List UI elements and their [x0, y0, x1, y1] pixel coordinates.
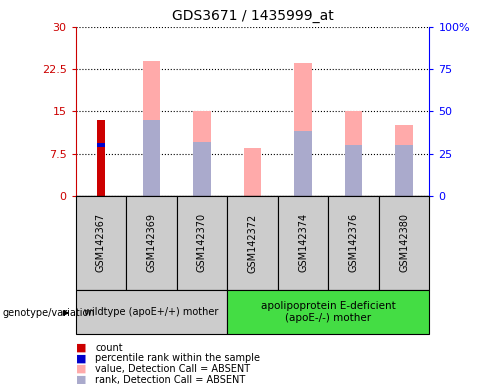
- Bar: [97, 120, 105, 196]
- Text: value, Detection Call = ABSENT: value, Detection Call = ABSENT: [95, 364, 250, 374]
- Text: GSM142367: GSM142367: [96, 214, 106, 272]
- Title: GDS3671 / 1435999_at: GDS3671 / 1435999_at: [172, 9, 333, 23]
- Bar: [395, 145, 413, 196]
- Bar: [345, 111, 363, 196]
- Bar: [227, 196, 278, 290]
- Text: GSM142380: GSM142380: [399, 214, 409, 272]
- Bar: [193, 111, 211, 196]
- Bar: [126, 196, 177, 290]
- Text: ■: ■: [76, 343, 86, 353]
- Bar: [177, 196, 227, 290]
- Text: genotype/variation: genotype/variation: [2, 308, 95, 318]
- Text: rank, Detection Call = ABSENT: rank, Detection Call = ABSENT: [95, 375, 245, 384]
- Text: GSM142374: GSM142374: [298, 214, 308, 272]
- Bar: [142, 61, 160, 196]
- Bar: [294, 63, 312, 196]
- Bar: [142, 120, 160, 196]
- Text: ■: ■: [76, 375, 86, 384]
- Text: ■: ■: [76, 353, 86, 363]
- Text: GSM142369: GSM142369: [146, 214, 157, 272]
- Text: GSM142372: GSM142372: [247, 213, 258, 273]
- Text: count: count: [95, 343, 123, 353]
- Text: GSM142376: GSM142376: [348, 214, 359, 272]
- Bar: [227, 290, 429, 334]
- Bar: [278, 196, 328, 290]
- Bar: [294, 131, 312, 196]
- Bar: [76, 196, 126, 290]
- Text: percentile rank within the sample: percentile rank within the sample: [95, 353, 260, 363]
- Bar: [328, 196, 379, 290]
- Bar: [97, 144, 105, 147]
- Bar: [244, 148, 262, 196]
- Bar: [395, 126, 413, 196]
- Bar: [76, 290, 227, 334]
- Text: GSM142370: GSM142370: [197, 214, 207, 272]
- Text: wildtype (apoE+/+) mother: wildtype (apoE+/+) mother: [84, 307, 219, 317]
- Bar: [379, 196, 429, 290]
- Text: ■: ■: [76, 364, 86, 374]
- Bar: [345, 145, 363, 196]
- Text: apolipoprotein E-deficient
(apoE-/-) mother: apolipoprotein E-deficient (apoE-/-) mot…: [261, 301, 396, 323]
- Bar: [193, 142, 211, 196]
